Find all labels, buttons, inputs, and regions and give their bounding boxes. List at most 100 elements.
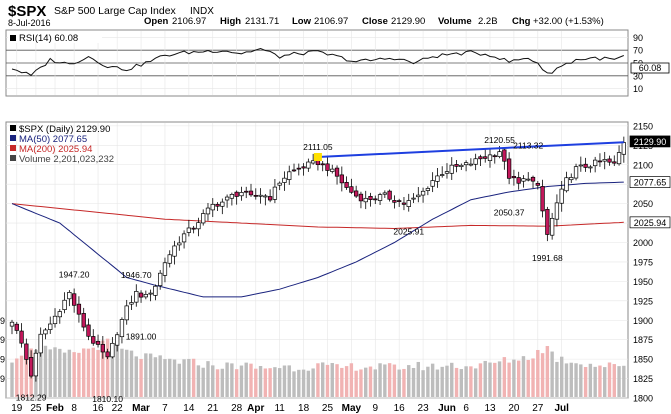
candle-body (621, 142, 626, 155)
volume-bar (560, 356, 564, 397)
candle-body (545, 209, 550, 235)
volume-bar (120, 348, 124, 397)
volume-bar (564, 363, 569, 397)
volume-bar (340, 367, 344, 397)
candle-body (588, 166, 593, 169)
price-annotation: 1891.00 (126, 331, 157, 341)
volume-bar (287, 365, 291, 397)
volume-bar (191, 358, 196, 397)
volume-bar (215, 369, 220, 397)
volume-bar (153, 357, 158, 397)
volume-bar (306, 370, 311, 397)
x-tick-label: 9 (372, 403, 378, 414)
rsi-legend-swatch (10, 35, 16, 41)
volume-bar (536, 349, 540, 397)
candle-body (602, 159, 607, 162)
candle-body (148, 292, 153, 295)
candle-body (43, 329, 48, 335)
x-tick-label: 25 (30, 403, 42, 414)
x-tick-label: Jul (554, 403, 569, 414)
candle-body (57, 311, 62, 318)
volume-bar (617, 366, 621, 397)
price-annotations: 1812.29 1947.20 1810.10 1891.00 1946.70 2111.… (16, 135, 563, 404)
x-tick-label: 28 (231, 403, 243, 414)
volume-bar (521, 356, 526, 397)
candle-body (19, 330, 24, 344)
volume-bar (115, 344, 119, 397)
right-label-box (629, 135, 671, 148)
price-tick-label: 1950 (633, 277, 653, 287)
candle-body (52, 315, 58, 325)
price-annotation: 2025.91 (393, 226, 424, 236)
volume-bar (244, 362, 248, 397)
volume-bar (220, 368, 225, 397)
open-value: 2106.97 (172, 16, 206, 27)
candle-body (229, 194, 235, 199)
candle-body (115, 334, 120, 346)
x-tick-label: 6 (463, 403, 469, 414)
candle-body (449, 164, 454, 174)
candle-body (330, 168, 335, 172)
rsi-legend: RSI(14) 60.08 (19, 33, 78, 44)
rsi-tick-label: 70 (633, 46, 643, 56)
volume-bar (297, 369, 301, 397)
volume-bar (77, 352, 81, 397)
candle-body (554, 202, 560, 220)
candle-body (382, 192, 387, 195)
volume-bar (574, 363, 578, 397)
candle-body (325, 163, 330, 171)
index-name: S&P 500 Large Cap Index (54, 5, 177, 17)
right-label-box (629, 216, 671, 229)
price-axis: 2150212521002075205020252000197519501925… (633, 121, 653, 403)
volume-bar (516, 360, 521, 397)
volume-bar (144, 353, 148, 397)
price-tick-label: 2050 (633, 199, 653, 209)
volume-bar (622, 365, 626, 397)
price-annotation: 2050.37 (494, 207, 525, 217)
price-tick-label: 2150 (633, 121, 653, 131)
price-tick-label: 1900 (633, 316, 653, 326)
rsi-grid (6, 31, 628, 95)
candle-body (483, 156, 488, 159)
volume-bar (607, 362, 612, 397)
trend-start-marker (313, 152, 322, 161)
volume-bar (473, 368, 478, 397)
close-value: 2129.90 (391, 16, 425, 27)
volume-bar (134, 356, 138, 397)
x-tick-label: Feb (46, 403, 64, 414)
candle-body (492, 155, 497, 158)
candle-body (607, 158, 612, 163)
candle-body (521, 178, 526, 182)
partial-tick-label: 9 (0, 374, 5, 384)
volume-bar (172, 359, 177, 397)
legend-entry: Volume 2,201,023,232 (19, 154, 114, 165)
candle-body (129, 302, 134, 305)
high-value: 2131.71 (245, 16, 279, 27)
candle-body (234, 191, 239, 197)
volume-bar (321, 362, 325, 397)
candle-body (9, 321, 15, 327)
candle-body (459, 164, 464, 167)
price-tick-label: 1925 (633, 296, 653, 306)
price-annotation: 2111.05 (303, 142, 333, 152)
candle-body (392, 200, 397, 203)
candle-body (597, 160, 603, 163)
price-annotation: 1812.29 (16, 392, 47, 402)
x-tick-label: 27 (532, 403, 544, 414)
candle-body (158, 272, 163, 286)
volume-bar (258, 366, 263, 397)
volume-bar (488, 362, 492, 397)
candle-body (612, 161, 617, 164)
volume-bar (397, 369, 401, 397)
legend-entry: MA(200) 2025.94 (19, 144, 92, 155)
volume-bar (421, 370, 425, 397)
x-tick-label: Apr (247, 403, 264, 414)
volume-bar (67, 349, 72, 397)
candle-body (220, 201, 225, 207)
low-label: Low (292, 16, 312, 27)
header-background (0, 0, 671, 28)
volume-bar (383, 364, 387, 397)
candle-body (119, 319, 125, 338)
candle-body (287, 171, 292, 180)
x-tick-label: 21 (207, 403, 219, 414)
